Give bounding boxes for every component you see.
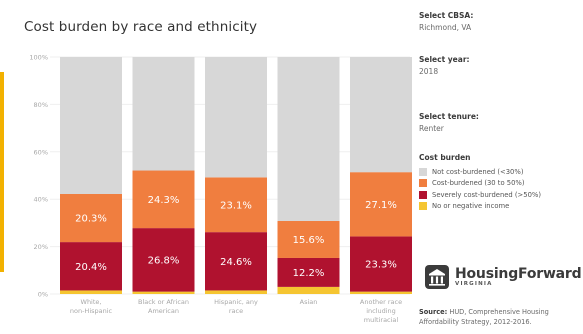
y-tick-label: 100%: [29, 54, 48, 62]
data-label: 27.1%: [365, 200, 397, 211]
bar-segment[interactable]: [350, 172, 412, 237]
legend-swatch: [419, 202, 427, 211]
bar-segment[interactable]: [350, 57, 412, 173]
data-label: 24.6%: [220, 257, 252, 268]
x-category-line: American: [148, 307, 179, 315]
bar-segment[interactable]: [132, 228, 195, 292]
x-category-line: Hispanic, any: [214, 298, 258, 306]
x-category-line: race: [229, 307, 243, 315]
data-label: 15.6%: [293, 235, 325, 246]
y-tick-label: 60%: [34, 148, 48, 156]
year-select[interactable]: 2018: [419, 67, 439, 76]
bar-segment[interactable]: [60, 193, 122, 243]
data-label: 20.4%: [75, 262, 107, 273]
side-panel: Select CBSA: Richmond, VA Select year: 2…: [419, 0, 583, 334]
x-category-line: Another race: [360, 298, 402, 306]
x-category-label: White, non-Hispanic: [70, 298, 113, 315]
x-category-line: multiracial: [364, 316, 399, 324]
bar-segment[interactable]: [350, 236, 412, 292]
bar-segment[interactable]: [205, 57, 267, 178]
x-category-line: Asian: [300, 298, 318, 306]
bar-segment[interactable]: [277, 286, 340, 294]
legend-swatch: [419, 179, 427, 188]
bar-segment[interactable]: [277, 57, 340, 222]
tenure-select[interactable]: Renter: [419, 124, 444, 133]
legend-label: Not cost-burdened (<30%): [432, 167, 524, 176]
bar-segment[interactable]: [205, 290, 267, 294]
bar-segment[interactable]: [277, 221, 340, 258]
logo-name: HousingForward: [455, 265, 582, 282]
bar-segment[interactable]: [205, 177, 267, 233]
source-note: Source: HUD, Comprehensive Housing Affor…: [419, 307, 579, 327]
legend-item-burdened[interactable]: Cost-burdened (30 to 50%): [419, 178, 541, 190]
x-category-line: Black or African: [138, 298, 189, 306]
x-category-line: White,: [81, 298, 102, 306]
legend-swatch: [419, 190, 427, 199]
bar-segment[interactable]: [132, 170, 195, 229]
chart-title: Cost burden by race and ethnicity: [24, 19, 258, 35]
year-label: Select year:: [419, 55, 470, 64]
bar-segment[interactable]: [60, 242, 122, 291]
legend-label: Severely cost-burdened (>50%): [432, 190, 542, 199]
data-label: 23.1%: [220, 200, 252, 211]
y-tick-label: 0%: [38, 291, 48, 299]
legend-label: Cost-burdened (30 to 50%): [432, 179, 525, 188]
housingforward-logo[interactable]: HousingForward VIRGINIA: [425, 265, 582, 289]
data-label: 23.3%: [365, 260, 397, 271]
y-tick-label: 80%: [34, 101, 48, 109]
accent-bar: [0, 72, 4, 272]
legend-item-no-income[interactable]: No or negative income: [419, 201, 541, 213]
legend-title: Cost burden: [419, 153, 471, 162]
bar-segment[interactable]: [60, 290, 122, 294]
bar-segment[interactable]: [205, 232, 267, 291]
y-tick-label: 20%: [34, 243, 48, 251]
x-category-line: including: [366, 307, 396, 315]
bar-segment[interactable]: [350, 291, 412, 294]
legend-label: No or negative income: [432, 202, 510, 211]
legend-item-not-burdened[interactable]: Not cost-burdened (<30%): [419, 166, 541, 178]
stacked-bar-chart: 20.4% 20.3% 26.8% 24.3% 24.6% 23.1% 12.2% 15.6%…: [29, 54, 412, 324]
tenure-label: Select tenure:: [419, 112, 479, 121]
house-columns-icon: [425, 265, 449, 289]
source-label: Source:: [419, 308, 448, 316]
bar-segment[interactable]: [277, 257, 340, 287]
x-category-label: Black or African American: [138, 298, 189, 315]
y-tick-label: 40%: [34, 196, 48, 204]
data-label: 26.8%: [148, 255, 180, 266]
x-category-label: Another race including multiracial: [360, 298, 402, 324]
x-category-label: Hispanic, any race: [214, 298, 258, 315]
x-category-label: Asian: [300, 298, 318, 306]
legend: Cost burden Not cost-burdened (<30%) Cos…: [419, 153, 541, 212]
x-category-line: non-Hispanic: [70, 307, 113, 315]
bar-segment[interactable]: [60, 57, 122, 194]
cbsa-select[interactable]: Richmond, VA: [419, 23, 472, 32]
bar-segment[interactable]: [132, 291, 195, 294]
source-text: HUD, Comprehensive Housing Affordability…: [419, 308, 549, 326]
legend-item-severely-burdened[interactable]: Severely cost-burdened (>50%): [419, 189, 541, 201]
legend-swatch: [419, 167, 427, 176]
data-label: 20.3%: [75, 214, 107, 225]
cbsa-label: Select CBSA:: [419, 11, 474, 20]
bar-segment[interactable]: [132, 57, 195, 171]
logo-subtitle: VIRGINIA: [455, 280, 493, 287]
data-label: 12.2%: [293, 268, 325, 279]
data-label: 24.3%: [148, 195, 180, 206]
